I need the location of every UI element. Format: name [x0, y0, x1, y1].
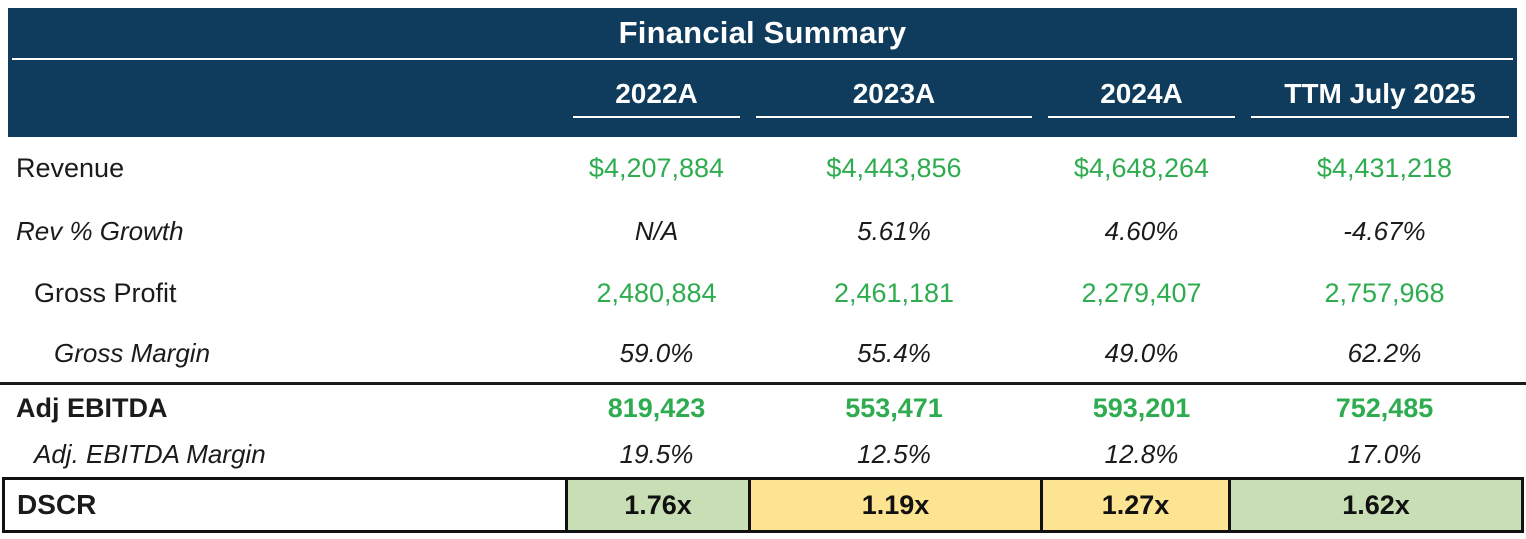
table-title-row: Financial Summary — [8, 8, 1517, 58]
row-label: Adj. EBITDA Margin — [34, 438, 266, 469]
column-header-ttm: TTM July 2025 — [1243, 60, 1517, 137]
title-divider — [12, 58, 1513, 60]
cell-value: $4,648,264 — [1073, 153, 1210, 183]
cell-value: $4,443,856 — [826, 153, 962, 183]
cell-value: 17.0% — [1347, 438, 1422, 469]
cell-value: 553,471 — [845, 392, 943, 423]
column-header-2024a: 2024A — [1040, 60, 1243, 137]
cell-value: 2,279,407 — [1081, 278, 1202, 308]
column-header-2022a: 2022A — [565, 60, 748, 137]
cell-value: 19.5% — [619, 438, 694, 469]
column-header-label: 2023A — [852, 78, 936, 110]
table-row-revenue: Revenue $4,207,884 $4,443,856 $4,648,264… — [0, 137, 1526, 200]
cell-value: 2,757,968 — [1324, 278, 1445, 308]
cell-value: 2,480,884 — [596, 278, 717, 308]
cell-value: N/A — [634, 216, 679, 246]
table-header: Financial Summary 2022A 2023A 2024A TTM … — [8, 8, 1517, 137]
cell-value: 12.5% — [857, 438, 931, 469]
cell-value: 819,423 — [607, 392, 706, 423]
column-header-2023a: 2023A — [748, 60, 1040, 137]
row-label: Gross Margin — [54, 337, 211, 368]
row-label: DSCR — [5, 480, 565, 530]
section-divider — [0, 382, 1526, 385]
column-underline — [1251, 115, 1509, 118]
row-label: Gross Profit — [34, 278, 177, 308]
cell-value: $4,207,884 — [588, 153, 725, 183]
cell-value: 62.2% — [1347, 337, 1422, 368]
table-row-gross-margin: Gross Margin 59.0% 55.4% 49.0% 62.2% — [0, 324, 1526, 382]
table-title: Financial Summary — [618, 15, 907, 50]
label-column-spacer — [8, 60, 565, 137]
cell-value: 2,461,181 — [833, 278, 955, 308]
column-underline — [756, 115, 1032, 118]
cell-value: 12.8% — [1104, 438, 1179, 469]
column-header-row: 2022A 2023A 2024A TTM July 2025 — [8, 60, 1517, 137]
table-row-rev-growth: Rev % Growth N/A 5.61% 4.60% -4.67% — [0, 200, 1526, 263]
dscr-cell-2022a: 1.76x — [565, 480, 748, 530]
dscr-cell-ttm: 1.62x — [1228, 480, 1521, 530]
table-row-dscr: DSCR 1.76x 1.19x 1.27x 1.62x — [2, 477, 1524, 533]
column-underline — [573, 115, 740, 118]
row-label: Rev % Growth — [16, 216, 184, 246]
cell-value: $4,431,218 — [1316, 153, 1453, 183]
cell-value: 49.0% — [1104, 337, 1179, 368]
dscr-cell-2024a: 1.27x — [1040, 480, 1228, 530]
column-underline — [1048, 115, 1235, 118]
column-header-label: TTM July 2025 — [1284, 78, 1476, 110]
row-label: Adj EBITDA — [16, 392, 168, 423]
cell-value: 752,485 — [1335, 392, 1434, 423]
table-body: Revenue $4,207,884 $4,443,856 $4,648,264… — [0, 137, 1526, 533]
table-row-adj-ebitda-margin: Adj. EBITDA Margin 19.5% 12.5% 12.8% 17.… — [0, 431, 1526, 477]
cell-value: 5.61% — [857, 216, 931, 246]
cell-value: -4.67% — [1343, 216, 1426, 246]
cell-value: 55.4% — [857, 337, 931, 368]
table-row-gross-profit: Gross Profit 2,480,884 2,461,181 2,279,4… — [0, 263, 1526, 324]
cell-value: 4.60% — [1104, 216, 1179, 246]
column-header-label: 2022A — [615, 78, 698, 110]
cell-value: 593,201 — [1092, 392, 1191, 423]
row-label: Revenue — [16, 153, 125, 183]
table-row-adj-ebitda: Adj EBITDA 819,423 553,471 593,201 752,4… — [0, 385, 1526, 431]
cell-value: 59.0% — [619, 337, 694, 368]
dscr-cell-2023a: 1.19x — [748, 480, 1040, 530]
column-header-label: 2024A — [1100, 78, 1183, 110]
